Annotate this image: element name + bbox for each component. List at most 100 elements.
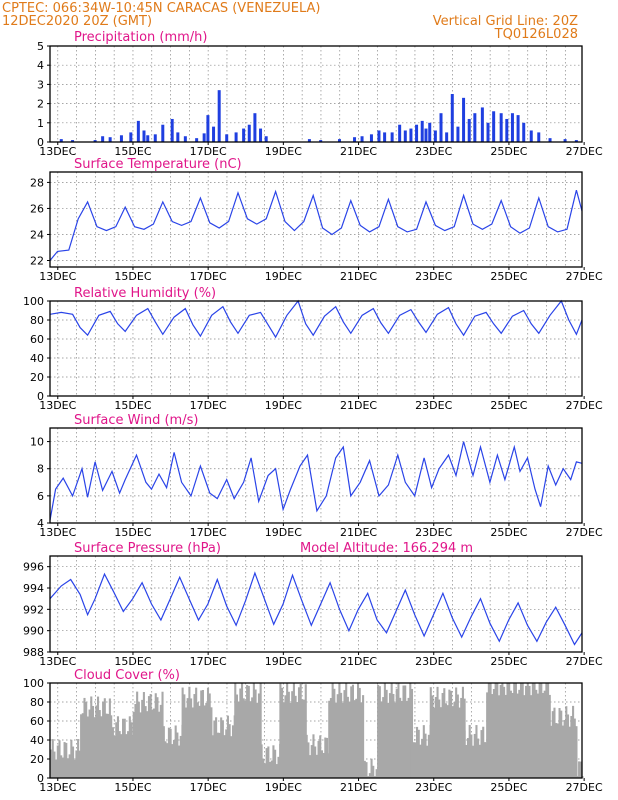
cloud-cover-bar: [519, 683, 523, 778]
precipitation-x-tick-label: 15DEC: [114, 145, 151, 158]
cloud-cover-bar: [51, 739, 54, 778]
cloud-cover-bar: [149, 694, 152, 778]
cloud-cover-bar: [324, 737, 327, 778]
cloud-cover-bar: [296, 702, 299, 778]
cloud-cover-bar: [383, 683, 386, 778]
cloud-cover-bar: [441, 693, 444, 778]
cloud-cover-bar: [85, 702, 88, 778]
cloud-cover-bar: [331, 683, 334, 778]
precipitation-bar: [516, 115, 520, 142]
cloud-cover-bar: [314, 746, 317, 778]
wind-x-tick-label: 13DEC: [39, 526, 76, 539]
precipitation-bar: [93, 140, 97, 142]
cloud-cover-bar: [565, 706, 568, 778]
pressure-x-tick-label: 17DEC: [190, 655, 227, 668]
precipitation-bar: [212, 126, 216, 142]
precipitation-bar: [537, 132, 541, 142]
cloud-cover-bar: [257, 693, 261, 778]
cloud-cover-bar: [450, 690, 453, 778]
cloud-cover-bar: [125, 734, 128, 778]
humidity-x-tick-label: 27DEC: [566, 399, 603, 412]
cloud-cover-bar: [247, 685, 250, 778]
cloud-cover-bar: [419, 744, 422, 778]
cloud-cover-bar: [108, 698, 111, 778]
cloud-cover-bar: [132, 712, 135, 778]
cloud-cover-bar: [303, 699, 306, 778]
cloud-cover-bar: [367, 776, 370, 778]
cloud-cover-bar: [363, 760, 366, 778]
cloud-cover-bar: [153, 708, 156, 778]
cloud-cover-bar: [183, 694, 186, 778]
cloud-cover-bar: [200, 690, 203, 778]
cloud-cover-bar: [244, 700, 247, 778]
cloud-cover-bar: [164, 741, 167, 778]
cloud-cover-bar: [225, 729, 228, 778]
cloud-cover-bar: [448, 689, 451, 778]
cloud-cover-bar: [304, 684, 307, 778]
cloud-cover-bar: [272, 745, 275, 778]
cloud-cover-bar: [237, 702, 240, 778]
cloud-cover-x-tick-label: 21DEC: [340, 781, 377, 794]
humidity-y-tick-label: 0: [37, 390, 44, 403]
pressure-x-tick-label: 27DEC: [566, 655, 603, 668]
temperature-x-tick-label: 19DEC: [265, 270, 302, 283]
pressure-x-tick-label: 13DEC: [39, 655, 76, 668]
cloud-cover-bar: [579, 761, 582, 778]
cloud-cover-bar: [387, 702, 390, 778]
precipitation-bar: [377, 130, 381, 142]
cloud-cover-bar: [560, 710, 563, 778]
cloud-cover-bar: [289, 702, 292, 778]
cloud-cover-bar: [506, 683, 509, 778]
precipitation-bar: [456, 126, 460, 142]
precipitation-bar: [369, 134, 373, 142]
precipitation-bar: [319, 140, 323, 142]
cloud-cover-bar: [50, 749, 53, 778]
cloud-cover-bar: [215, 717, 218, 778]
cloud-cover-bar: [543, 690, 546, 778]
cloud-cover-bar: [480, 730, 483, 778]
cloud-cover-frame: [49, 682, 583, 779]
cloud-cover-bar: [516, 693, 519, 778]
cloud-cover-bar: [78, 750, 81, 778]
cloud-cover-bar: [465, 744, 468, 778]
cloud-cover-bar: [169, 728, 172, 778]
cloud-cover-bar: [385, 689, 388, 778]
precipitation-bar: [428, 122, 432, 142]
cloud-cover-bar: [417, 729, 420, 778]
cloud-cover-bar: [279, 683, 282, 778]
cloud-cover-bar: [142, 692, 145, 778]
cloud-cover-title: Cloud Cover (%): [74, 668, 180, 683]
cloud-cover-bar: [497, 695, 501, 778]
cloud-cover-bar: [158, 711, 161, 778]
cloud-cover-bar: [468, 724, 471, 778]
humidity-title: Relative Humidity (%): [74, 286, 216, 301]
cloud-cover-bar: [162, 726, 165, 778]
cloud-cover-bar: [499, 684, 502, 778]
cloud-cover-bar: [134, 703, 137, 778]
precipitation-bar: [353, 137, 357, 142]
pressure-model-altitude: Model Altitude: 166.294 m: [300, 541, 473, 556]
cloud-cover-bar: [231, 725, 235, 778]
cloud-cover-bar: [193, 694, 196, 778]
precipitation-frame: [49, 45, 583, 143]
cloud-cover-bar: [252, 683, 255, 778]
cloud-cover-bar: [561, 725, 564, 778]
cloud-cover-bar: [73, 759, 76, 778]
cloud-cover-bar: [433, 707, 436, 778]
wind-x-tick-label: 17DEC: [190, 526, 227, 539]
humidity-x-tick-label: 13DEC: [39, 399, 76, 412]
cloud-cover-bar: [531, 683, 534, 778]
cloud-cover-bar: [265, 748, 268, 778]
cloud-cover-bar: [553, 707, 556, 778]
cloud-cover-bar: [394, 702, 397, 778]
cloud-cover-bar: [213, 720, 216, 778]
precipitation-bar: [59, 139, 63, 142]
cloud-cover-bar: [436, 686, 439, 778]
cloud-cover-bar: [350, 686, 353, 778]
cloud-cover-bar: [301, 699, 304, 778]
cloud-cover-bar: [508, 683, 511, 778]
cloud-cover-bar: [375, 769, 378, 778]
cloud-cover-bar: [426, 745, 429, 778]
cloud-cover-bar: [487, 683, 490, 778]
cloud-cover-y-tick-label: 60: [30, 715, 44, 728]
